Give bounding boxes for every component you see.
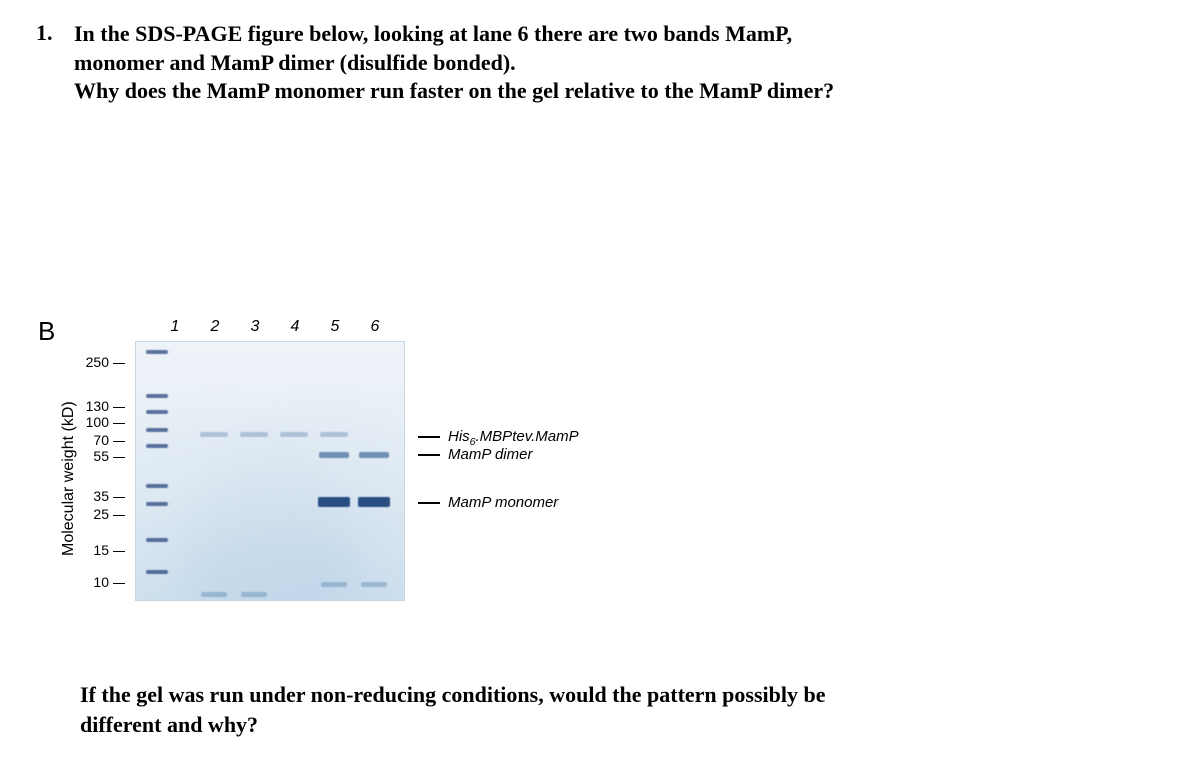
- band-annotation: His6.MBPtev.MamP: [418, 428, 579, 448]
- protein-band: [318, 497, 350, 507]
- protein-band: [201, 592, 227, 597]
- question-block: 1. In the SDS-PAGE figure below, looking…: [30, 20, 1170, 106]
- band-annotation: MamP monomer: [418, 494, 558, 511]
- lane-number: 6: [355, 318, 395, 336]
- protein-band: [319, 452, 349, 458]
- question-text: In the SDS-PAGE figure below, looking at…: [74, 20, 1124, 106]
- protein-band: [359, 452, 389, 458]
- lane-number: 4: [275, 318, 315, 336]
- protein-band: [361, 582, 387, 587]
- mw-tick: 25: [93, 506, 125, 522]
- y-axis-label: Molecular weight (kD): [60, 401, 78, 556]
- followup-line1: If the gel was run under non-reducing co…: [80, 682, 825, 707]
- protein-band: [321, 582, 347, 587]
- ladder-band: [146, 570, 168, 574]
- lane-numbers-row: 123456: [135, 318, 405, 336]
- gel-image: [135, 341, 405, 601]
- mw-tick: 100: [86, 414, 125, 430]
- mw-tick: 55: [93, 448, 125, 464]
- mw-tick: 250: [86, 354, 125, 370]
- mw-tick: 10: [93, 574, 125, 590]
- protein-band: [240, 432, 268, 437]
- question-number: 1.: [30, 20, 70, 46]
- protein-band: [320, 432, 348, 437]
- lane-number: 5: [315, 318, 355, 336]
- ladder-band: [146, 394, 168, 398]
- ladder-band: [146, 350, 168, 354]
- protein-band: [358, 497, 390, 507]
- ladder-band: [146, 410, 168, 414]
- q-line2: monomer and MamP dimer (disulfide bonded…: [74, 50, 516, 75]
- ladder-band: [146, 484, 168, 488]
- ladder-band: [146, 502, 168, 506]
- ladder-band: [146, 428, 168, 432]
- protein-band: [280, 432, 308, 437]
- protein-band: [241, 592, 267, 597]
- panel-label: B: [38, 316, 55, 347]
- ladder-band: [146, 444, 168, 448]
- mw-tick: 70: [93, 432, 125, 448]
- q-line3: Why does the MamP monomer run faster on …: [74, 78, 834, 103]
- lane-number: 3: [235, 318, 275, 336]
- sds-page-figure: B Molecular weight (kD) 2501301007055352…: [30, 316, 1170, 626]
- followup-line2: different and why?: [80, 712, 258, 737]
- mw-tick: 15: [93, 542, 125, 558]
- band-annotation: MamP dimer: [418, 446, 532, 463]
- followup-question: If the gel was run under non-reducing co…: [80, 680, 1130, 739]
- q-line1: In the SDS-PAGE figure below, looking at…: [74, 21, 792, 46]
- protein-band: [200, 432, 228, 437]
- mw-tick: 130: [86, 398, 125, 414]
- lane-number: 1: [155, 318, 195, 336]
- mw-tick: 35: [93, 488, 125, 504]
- ladder-band: [146, 538, 168, 542]
- lane-number: 2: [195, 318, 235, 336]
